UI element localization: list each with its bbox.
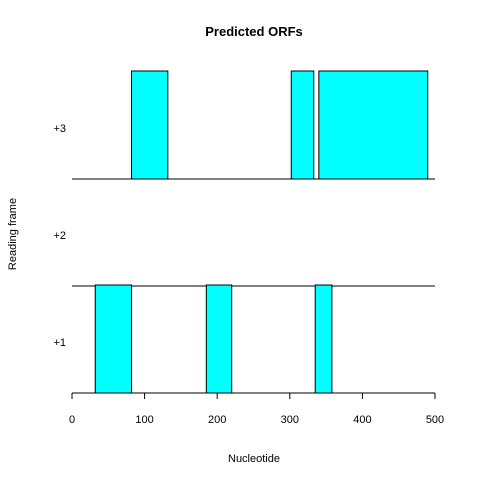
x-axis-title: Nucleotide: [228, 453, 280, 465]
plot-area: +3 +2 +1: [53, 70, 435, 394]
x-tick-label: 0: [69, 414, 75, 426]
frame-label: +2: [53, 230, 66, 242]
orf-bar: [290, 70, 315, 180]
orf-bar: [314, 284, 333, 394]
orf-bar: [131, 70, 169, 180]
orf-bar: [205, 284, 233, 394]
chart-title: Predicted ORFs: [205, 24, 303, 39]
x-tick-label: 100: [135, 414, 153, 426]
orf-bar: [94, 284, 133, 394]
frame-label: +1: [53, 337, 66, 349]
frame-label: +3: [53, 123, 66, 135]
x-tick-label: 500: [426, 414, 444, 426]
x-tick-label: 200: [208, 414, 226, 426]
x-axis: 0 100 200 300 400 500: [69, 392, 444, 426]
x-tick-label: 300: [281, 414, 299, 426]
y-axis-title: Reading frame: [7, 198, 19, 270]
orf-bar: [318, 70, 429, 180]
x-tick-label: 400: [353, 414, 371, 426]
